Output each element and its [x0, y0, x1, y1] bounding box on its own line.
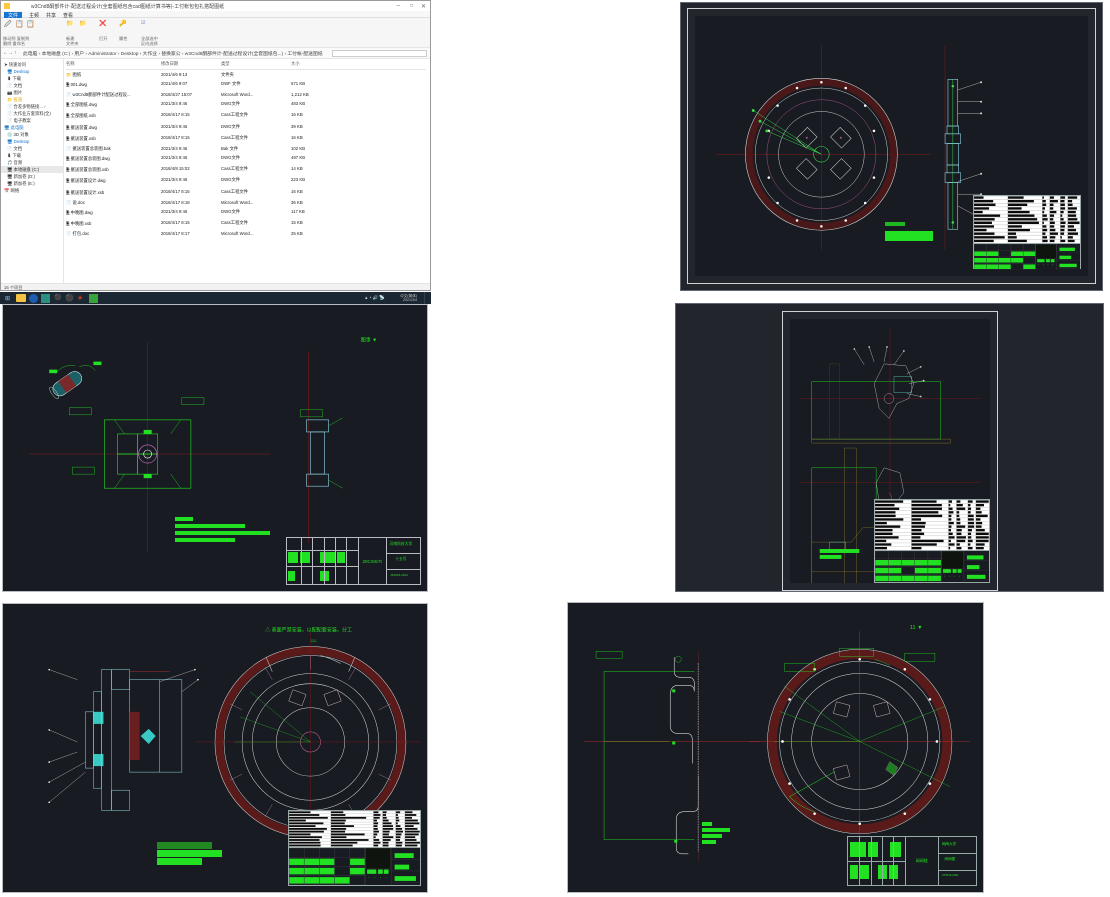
svg-text:△ 表面严禁安装，以配配套安装，分工: △ 表面严禁安装，以配配套安装，分工 [265, 626, 352, 633]
svg-text:△△: △△ [310, 637, 317, 642]
svg-text:图事 ▼: 图事 ▼ [361, 336, 377, 343]
svg-text:11 ▼: 11 ▼ [910, 625, 923, 631]
